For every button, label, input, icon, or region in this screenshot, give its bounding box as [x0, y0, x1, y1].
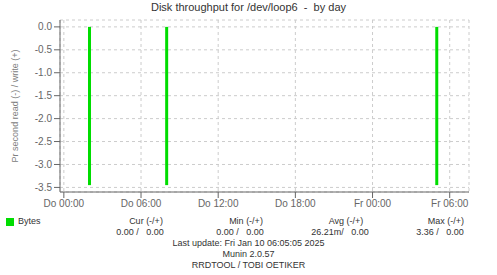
html-text:Last update: Fri Jan 10 06:05:: Last update: Fri Jan 10 06:05:05 2025 — [172, 238, 325, 248]
svg-text:-3.0: -3.0 — [35, 159, 53, 170]
html-text:0.00 / 0.00: 0.00 / 0.00 — [116, 227, 164, 237]
svg-text:-2.5: -2.5 — [35, 136, 53, 147]
html-text:Munin 2.0.57: Munin 2.0.57 — [222, 249, 275, 259]
html-text:Avg (-/+): Avg (-/+) — [328, 216, 364, 226]
svg-text:-3.5: -3.5 — [35, 182, 53, 193]
svg-text:-0.5: -0.5 — [35, 44, 53, 55]
svg-text:0.0: 0.0 — [38, 21, 52, 32]
svg-text:-1.5: -1.5 — [35, 90, 53, 101]
svg-text:Do 18:00: Do 18:00 — [275, 198, 316, 209]
html-text:Max (-/+): Max (-/+) — [427, 216, 465, 226]
svg-text:-2.0: -2.0 — [35, 113, 53, 124]
svg-text:Fr 06:00: Fr 06:00 — [431, 198, 469, 209]
html-text:RRDTOOL / TOBI OETIKER: RRDTOOL / TOBI OETIKER — [191, 260, 306, 270]
html-text:Min (-/+): Min (-/+) — [229, 216, 263, 226]
svg-text:Pr second read (-) / write (+): Pr second read (-) / write (+) — [10, 50, 20, 163]
svg-text:Do 12:00: Do 12:00 — [198, 198, 239, 209]
svg-text:Do 06:00: Do 06:00 — [121, 198, 162, 209]
html-text:Bytes: Bytes — [18, 216, 41, 226]
html-text:0.00 / 0.00: 0.00 / 0.00 — [216, 227, 264, 237]
html-text:3.36 / 0.00: 3.36 / 0.00 — [416, 227, 464, 237]
html-text:Cur (-/+): Cur (-/+) — [129, 216, 163, 226]
html-text:Disk throughput for /dev/loop6: Disk throughput for /dev/loop6 - by day — [151, 1, 346, 13]
svg-text:Do 00:00: Do 00:00 — [44, 198, 85, 209]
html-text:26.21m/ 0.00: 26.21m/ 0.00 — [311, 227, 369, 237]
svg-text:Fr 00:00: Fr 00:00 — [354, 198, 392, 209]
svg-text:-1.0: -1.0 — [35, 67, 53, 78]
